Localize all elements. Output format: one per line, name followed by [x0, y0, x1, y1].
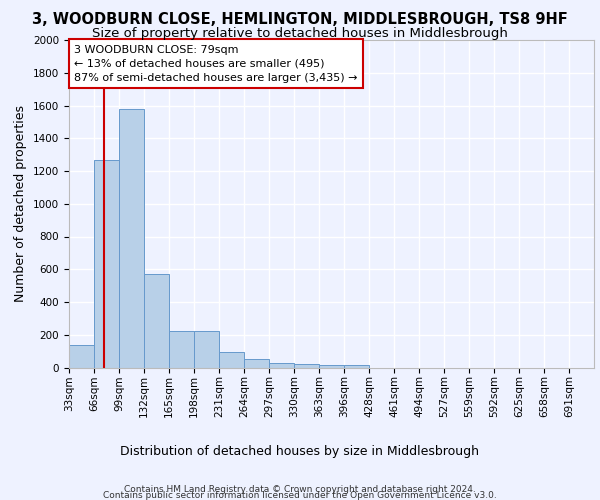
Bar [144, 274, 169, 368]
Bar [219, 352, 244, 368]
Text: Distribution of detached houses by size in Middlesbrough: Distribution of detached houses by size … [121, 444, 479, 458]
Bar [94, 160, 119, 368]
Bar [294, 364, 319, 368]
Bar [119, 109, 144, 368]
Bar [69, 344, 94, 368]
Text: Contains public sector information licensed under the Open Government Licence v3: Contains public sector information licen… [103, 491, 497, 500]
Text: Contains HM Land Registry data © Crown copyright and database right 2024.: Contains HM Land Registry data © Crown c… [124, 484, 476, 494]
Bar [169, 332, 194, 368]
Text: 3 WOODBURN CLOSE: 79sqm
← 13% of detached houses are smaller (495)
87% of semi-d: 3 WOODBURN CLOSE: 79sqm ← 13% of detache… [74, 45, 358, 83]
Bar [244, 360, 269, 368]
Text: Size of property relative to detached houses in Middlesbrough: Size of property relative to detached ho… [92, 28, 508, 40]
Bar [194, 332, 219, 368]
Bar [269, 362, 294, 368]
Bar [344, 365, 369, 368]
Bar [319, 365, 344, 368]
Text: 3, WOODBURN CLOSE, HEMLINGTON, MIDDLESBROUGH, TS8 9HF: 3, WOODBURN CLOSE, HEMLINGTON, MIDDLESBR… [32, 12, 568, 28]
Y-axis label: Number of detached properties: Number of detached properties [14, 106, 28, 302]
